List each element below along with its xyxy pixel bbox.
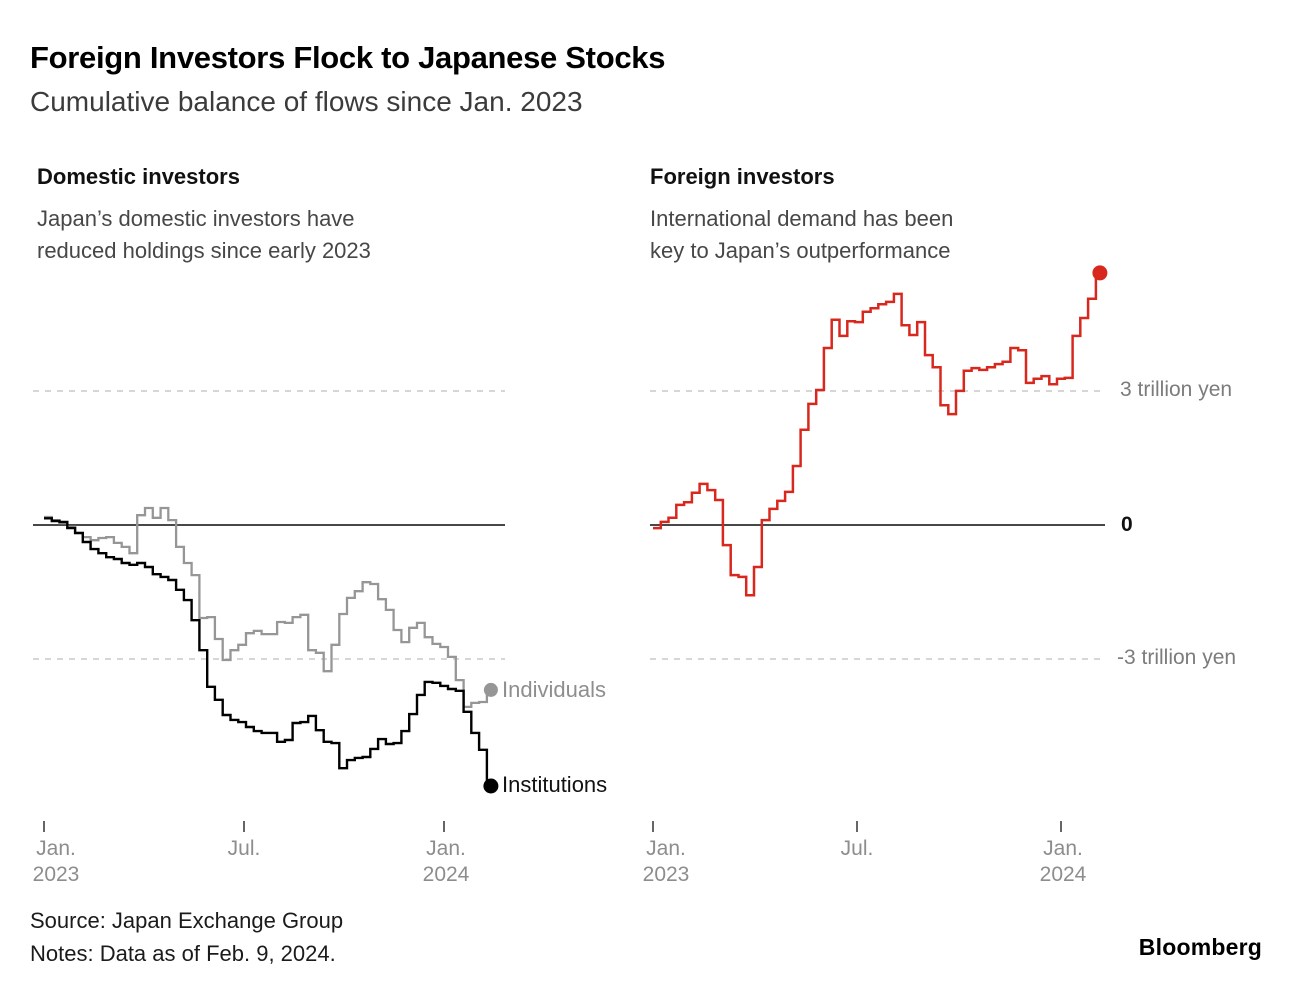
right-panel-desc-line2: key to Japan’s outperformance bbox=[650, 238, 951, 263]
left-xlabel-jan2024: Jan. 2024 bbox=[422, 837, 470, 886]
right-panel-desc-line1: International demand has been bbox=[650, 206, 954, 231]
legend-institutions-label: Institutions bbox=[502, 772, 608, 797]
right-xlabel-jul: Jul. bbox=[840, 837, 874, 860]
right-panel-description: International demand has been key to Jap… bbox=[650, 203, 953, 267]
legend-individuals-label: Individuals bbox=[502, 677, 606, 702]
notes-line: Notes: Data as of Feb. 9, 2024. bbox=[30, 941, 336, 966]
source-line: Source: Japan Exchange Group bbox=[30, 908, 344, 933]
foreign-investors-line bbox=[653, 271, 1100, 597]
y-label-plus3: 3 trillion yen bbox=[1120, 378, 1233, 401]
foreign-end-dot bbox=[1092, 265, 1108, 281]
right-xlabel-jan2024: Jan. 2024 bbox=[1039, 837, 1087, 886]
left-panel-desc-line1: Japan’s domestic investors have bbox=[37, 206, 355, 231]
right-xlabel-jan2023: Jan. 2023 bbox=[642, 837, 690, 886]
individuals-line bbox=[44, 506, 491, 709]
x-axis-ticks bbox=[43, 821, 1062, 832]
left-xlabel-jul: Jul. bbox=[227, 837, 261, 860]
bloomberg-logo: Bloomberg bbox=[1138, 934, 1262, 960]
institutions-line bbox=[44, 517, 491, 788]
y-label-minus3: -3 trillion yen bbox=[1117, 646, 1237, 669]
source-notes: Source: Japan Exchange Group Notes: Data… bbox=[30, 904, 343, 970]
institutions-end-dot bbox=[483, 778, 499, 794]
individuals-end-dot bbox=[483, 682, 498, 697]
y-label-zero: 0 bbox=[1121, 513, 1133, 536]
page-title: Foreign Investors Flock to Japanese Stoc… bbox=[30, 40, 666, 75]
left-panel-description: Japan’s domestic investors have reduced … bbox=[37, 203, 371, 267]
right-panel-heading: Foreign investors bbox=[650, 164, 835, 189]
left-panel-desc-line2: reduced holdings since early 2023 bbox=[37, 238, 371, 263]
page-subtitle: Cumulative balance of flows since Jan. 2… bbox=[30, 86, 583, 117]
left-xlabel-jan2023: Jan. 2023 bbox=[32, 837, 80, 886]
left-panel-heading: Domestic investors bbox=[37, 164, 240, 189]
